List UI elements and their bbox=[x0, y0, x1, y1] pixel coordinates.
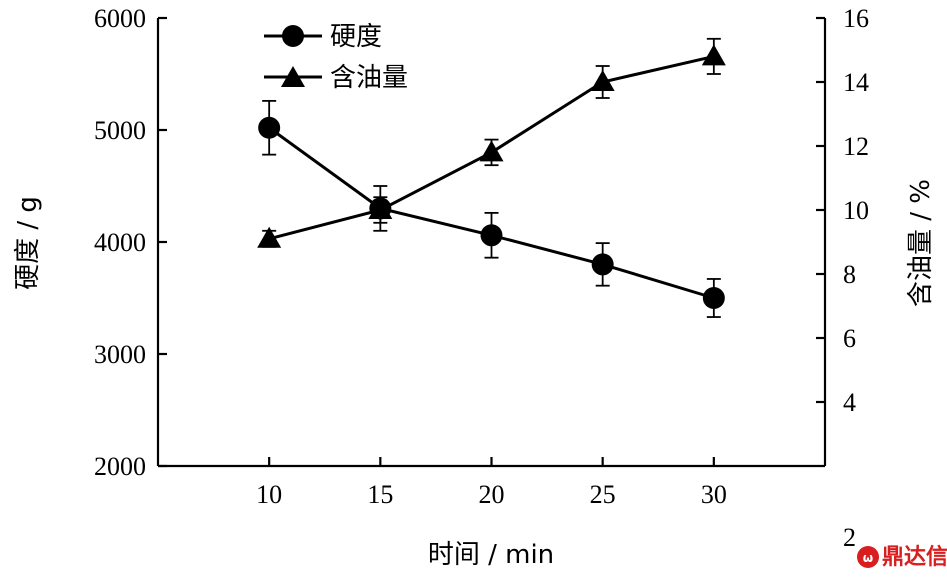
y-left-tick-label: 4000 bbox=[94, 228, 146, 257]
x-tick-label: 10 bbox=[256, 480, 282, 509]
watermark: ω 鼎达信 bbox=[857, 544, 947, 570]
data-point bbox=[701, 44, 726, 66]
y-right-tick-label: 2 bbox=[843, 523, 856, 552]
x-tick-label: 30 bbox=[701, 480, 727, 509]
series-layer bbox=[257, 37, 726, 318]
y-right-tick-label: 10 bbox=[843, 196, 869, 225]
series-2 bbox=[257, 37, 726, 248]
x-tick-label: 15 bbox=[367, 480, 393, 509]
y-left-tick-label: 2000 bbox=[94, 452, 146, 481]
x-tick-label: 25 bbox=[590, 480, 616, 509]
y-left-tick-label: 3000 bbox=[94, 340, 146, 369]
legend-label: 硬度 bbox=[330, 22, 382, 52]
data-point bbox=[257, 226, 282, 248]
y-right-tick-label: 4 bbox=[843, 388, 856, 417]
data-point bbox=[258, 116, 281, 139]
watermark-text: 鼎达信 bbox=[882, 544, 947, 570]
data-point bbox=[480, 224, 503, 247]
y-axis-left-label: 硬度 / g bbox=[13, 196, 43, 290]
y-right-tick-label: 8 bbox=[843, 260, 856, 289]
data-point bbox=[591, 253, 614, 276]
y-right-tick-label: 6 bbox=[843, 324, 856, 353]
x-axis-label: 时间 / min bbox=[428, 540, 554, 570]
legend-entry-2: 含油量 bbox=[264, 63, 408, 93]
watermark-logo-glyph: ω bbox=[863, 551, 873, 565]
data-point bbox=[368, 198, 393, 219]
legend-entry-1: 硬度 bbox=[264, 22, 382, 52]
data-point bbox=[702, 287, 725, 309]
y-left-tick-label: 6000 bbox=[94, 4, 146, 33]
x-tick-label: 20 bbox=[479, 480, 505, 509]
y-right-tick-label: 14 bbox=[843, 68, 869, 97]
legend-marker bbox=[282, 25, 304, 47]
legend-label: 含油量 bbox=[330, 63, 408, 93]
ticks: 2000 3000 4000 5000 6000 2 4 6 8 10 12 14 16 10 15 20 25… bbox=[94, 4, 869, 552]
watermark-logo-icon bbox=[857, 546, 879, 568]
data-point bbox=[479, 140, 504, 162]
y-left-tick-label: 5000 bbox=[94, 116, 146, 145]
series-1 bbox=[258, 99, 725, 318]
y-right-tick-label: 12 bbox=[843, 132, 869, 161]
y-axis-right-label: 含油量 / % bbox=[906, 179, 936, 307]
legend-marker bbox=[281, 66, 305, 87]
data-point bbox=[590, 70, 615, 91]
y-right-tick-label: 16 bbox=[843, 4, 869, 33]
